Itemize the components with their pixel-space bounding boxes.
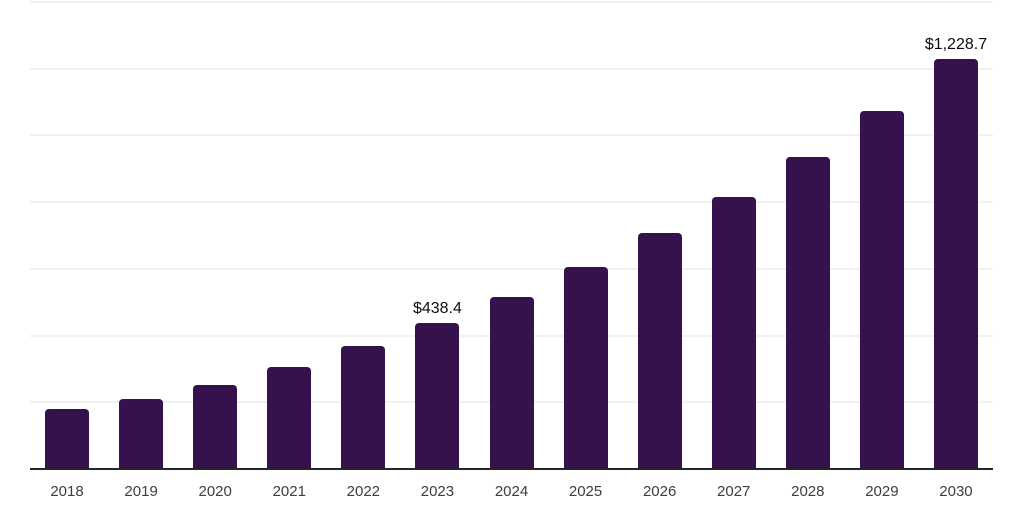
bar-value-label: $438.4 (412, 299, 462, 317)
bar-2023 (415, 322, 460, 469)
x-axis-tick-label: 2021 (272, 483, 306, 500)
bar-2025 (563, 266, 608, 469)
gridline (30, 134, 993, 137)
bar-2020 (193, 384, 238, 469)
x-axis-line (30, 468, 993, 470)
x-axis-tick-label: 2018 (50, 483, 84, 500)
gridline (30, 201, 993, 204)
gridline (30, 267, 993, 270)
x-axis-tick-label: 2020 (198, 483, 232, 500)
bar-2030 (933, 59, 978, 469)
bar-2019 (119, 398, 164, 469)
plot-area: $438.4 $1,228.7 (30, 1, 993, 470)
x-axis-tick-label: 2023 (420, 483, 455, 500)
bar-2021 (267, 366, 312, 469)
x-axis-tick-label: 2022 (346, 483, 381, 500)
gridline (30, 67, 993, 70)
gridline (30, 1, 993, 3)
x-axis-tick-label: 2026 (642, 483, 677, 500)
x-axis-tick-label: 2028 (791, 483, 825, 500)
x-axis-tick-label: 2027 (717, 483, 751, 500)
bar-2029 (859, 111, 904, 469)
x-axis-tick-label: 2029 (865, 483, 899, 500)
x-axis-tick-label: 2024 (494, 483, 529, 500)
bar-2022 (341, 345, 386, 469)
bar-2027 (711, 197, 756, 469)
bar-value-label: $1,228.7 (924, 36, 988, 54)
bar-2024 (489, 296, 534, 469)
bar-2026 (637, 232, 682, 469)
bar-2018 (45, 408, 90, 469)
x-axis-tick-label: 2030 (939, 483, 973, 500)
x-axis-tick-label: 2025 (568, 483, 603, 500)
bar-2028 (785, 157, 830, 469)
x-axis-tick-label: 2019 (124, 483, 158, 500)
